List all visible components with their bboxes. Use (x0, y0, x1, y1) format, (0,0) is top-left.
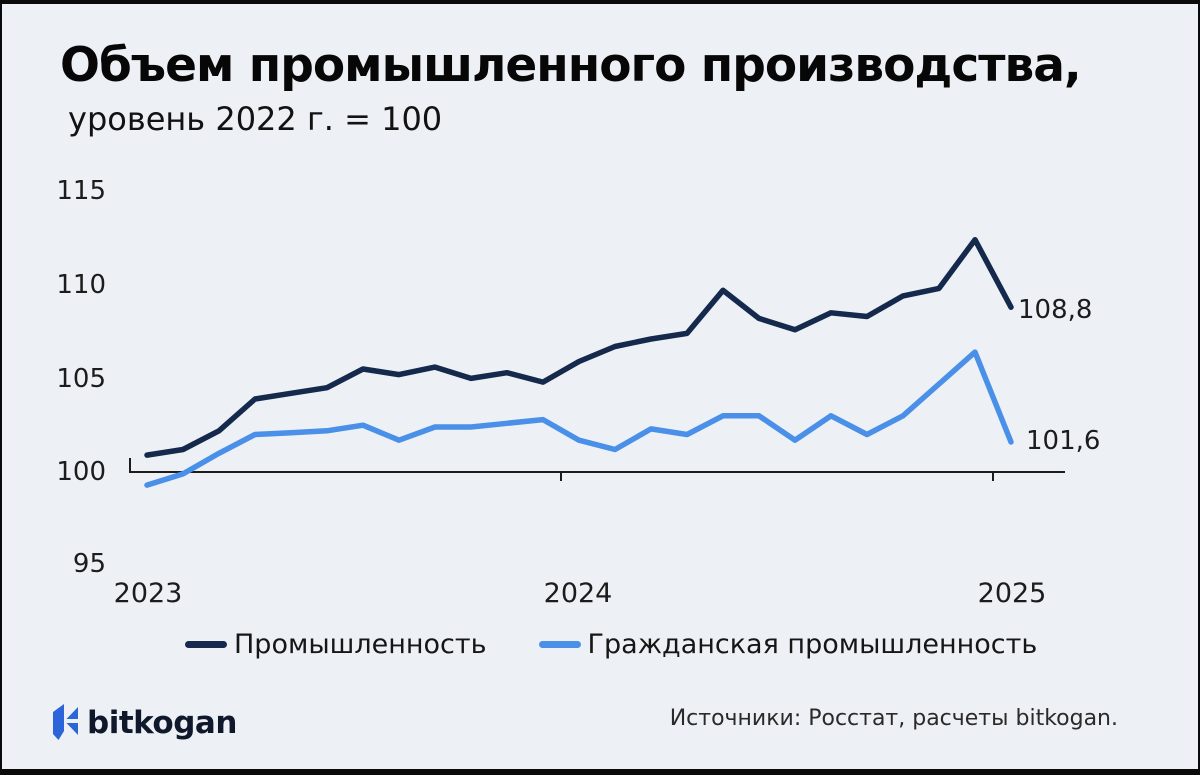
source-note: Источники: Росстат, расчеты bitkogan. (669, 706, 1118, 731)
x-tick-2025: 2025 (977, 578, 1047, 609)
chart-title: Объем промышленного производства, (60, 38, 1082, 93)
y-tick-100: 100 (56, 457, 106, 487)
chart-subtitle: уровень 2022 г. = 100 (68, 100, 443, 138)
civilian-end-value-label: 101,6 (1026, 426, 1101, 456)
y-tick-110: 110 (56, 270, 106, 300)
bitkogan-logo-icon (53, 704, 78, 740)
bitkogan-logo: bitkogan (50, 702, 237, 744)
y-tick-105: 105 (56, 364, 106, 394)
legend-label-civilian: Гражданская промышленность (587, 628, 1038, 660)
industry-series-line (144, 236, 1014, 458)
legend-item-civilian: Гражданская промышленность (538, 628, 1038, 660)
x-tick-2024: 2024 (543, 578, 613, 609)
industry-end-value-label: 108,8 (1018, 295, 1093, 325)
civilian-series-line (144, 349, 1014, 488)
line-chart-plot (129, 236, 1065, 488)
x-tick-2023: 2023 (113, 578, 183, 609)
logo-text: bitkogan (87, 705, 237, 741)
legend-label-industry: Промышленность (234, 628, 487, 660)
y-tick-95: 95 (72, 549, 106, 579)
industry-line-swatch (185, 640, 227, 648)
civilian-line-swatch (538, 640, 581, 648)
y-tick-115: 115 (56, 176, 106, 206)
legend-item-industry: Промышленность (185, 629, 487, 660)
legend: Промышленность Гражданская промышленност… (185, 628, 1037, 660)
